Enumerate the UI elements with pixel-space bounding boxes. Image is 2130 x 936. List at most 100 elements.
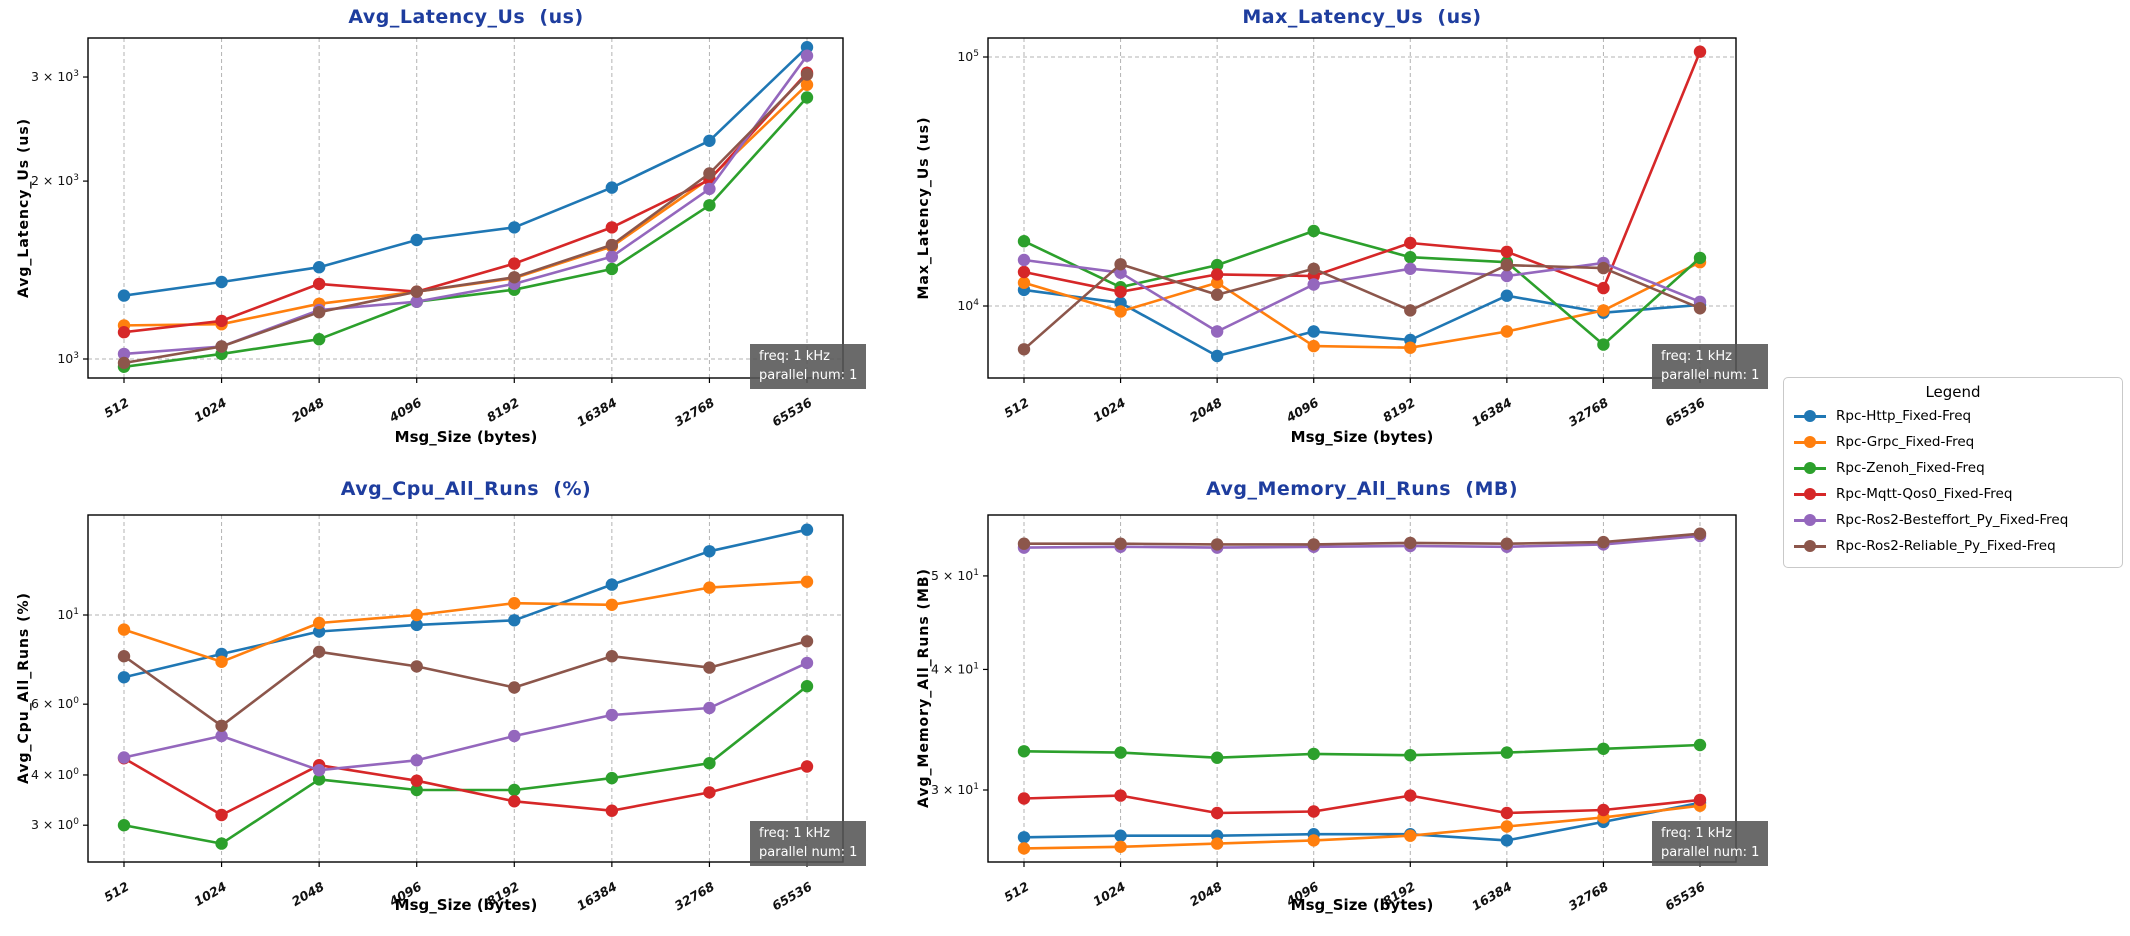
data-point [1210, 538, 1224, 551]
data-point [1210, 349, 1224, 363]
data-point [1114, 789, 1127, 802]
x-tick-label: 16384 [1469, 879, 1514, 914]
data-point [1017, 265, 1031, 279]
legend-item-label: Rpc-Ros2-Besteffort_Py_Fixed-Freq [1836, 512, 2069, 528]
x-axis-label-avg-cpu: Msg_Size (bytes) [394, 896, 538, 914]
y-tick-label: 3 × 101 [931, 782, 979, 797]
max-latency-plot: 512 1024 2048 4096 8192 16384 32768 65536 104 105 [957, 37, 1737, 429]
data-point [215, 340, 228, 353]
data-point [1017, 537, 1031, 550]
data-point [312, 277, 326, 291]
data-point [703, 134, 716, 147]
data-point [605, 708, 619, 722]
y-axis-label-avg-cpu: Avg_Cpu_All_Runs (%) [16, 592, 32, 784]
series-line [1023, 262, 1701, 351]
data-point [703, 786, 716, 799]
chart-title-max-latency: Max_Latency_Us (us) [1242, 6, 1482, 28]
data-point [1693, 738, 1707, 752]
annotation-line-freq: freq: 1 kHz [1661, 349, 1732, 364]
data-point [117, 650, 131, 663]
x-tick-label: 65536 [769, 394, 814, 429]
data-point [410, 295, 423, 308]
annotation-freq-box: freq: 1 kHz parallel num: 1 [1652, 344, 1769, 389]
x-tick-label: 8192 [1380, 395, 1418, 425]
data-point [508, 614, 521, 627]
data-point [1500, 245, 1514, 258]
data-point [1597, 803, 1610, 817]
data-point [117, 819, 131, 832]
data-point [1017, 276, 1031, 289]
data-point [800, 680, 814, 693]
legend-item: Rpc-Mqtt-Qos0_Fixed-Freq [1794, 481, 2112, 507]
x-tick-label: 65536 [1662, 878, 1707, 913]
data-point [215, 808, 228, 822]
data-point [1404, 251, 1417, 264]
data-point [215, 655, 228, 668]
x-tick-label: 4096 [1283, 394, 1322, 425]
x-tick-label: 8192 [484, 395, 522, 425]
data-point [1500, 269, 1514, 283]
data-point [312, 333, 326, 346]
data-point [117, 623, 131, 636]
data-point [1307, 805, 1320, 818]
data-point [1693, 251, 1707, 265]
x-tick-label: 32768 [672, 394, 717, 429]
series-line [123, 528, 808, 679]
data-point [800, 91, 814, 104]
data-point [410, 285, 423, 298]
data-point [1307, 262, 1320, 275]
legend-item-label: Rpc-Mqtt-Qos0_Fixed-Freq [1836, 486, 2013, 502]
data-point [410, 660, 423, 673]
x-tick-label: 4096 [386, 394, 425, 425]
x-tick-label: 2048 [289, 394, 327, 425]
annotation-line-parallel: parallel num: 1 [1661, 368, 1760, 383]
data-point [703, 199, 716, 212]
data-point [1210, 806, 1224, 820]
data-point [215, 314, 228, 328]
data-point [1404, 262, 1417, 275]
legend-item-label: Rpc-Grpc_Fixed-Freq [1836, 434, 1975, 450]
data-point [1017, 343, 1031, 356]
data-point [215, 719, 228, 732]
legend-item-label: Rpc-Zenoh_Fixed-Freq [1836, 460, 1985, 476]
data-point [117, 751, 131, 764]
data-point [1597, 535, 1610, 549]
legend-item-label: Rpc-Http_Fixed-Freq [1836, 408, 1972, 424]
series-line [1023, 801, 1701, 842]
data-point [800, 760, 814, 773]
x-tick-label: 2048 [1187, 394, 1225, 425]
data-point [605, 578, 619, 591]
x-tick-label: 32768 [1566, 878, 1611, 913]
plot-frame [987, 514, 1737, 863]
y-axis-label-max-latency: Max_Latency_Us (us) [916, 116, 932, 300]
series-line [1023, 288, 1701, 358]
series-line [1023, 258, 1701, 333]
data-point [1500, 325, 1514, 338]
data-point [1500, 806, 1514, 820]
data-point [117, 671, 131, 684]
data-point [312, 645, 326, 658]
plot-frame [87, 514, 844, 863]
data-point [1210, 751, 1224, 764]
data-point [1307, 325, 1320, 338]
annotation-line-freq: freq: 1 kHz [759, 349, 830, 364]
data-point [703, 167, 716, 180]
series-line [1023, 534, 1701, 549]
data-point [605, 804, 619, 817]
data-point [1500, 820, 1514, 833]
data-point [508, 681, 521, 694]
y-tick-label: 2 × 103 [31, 173, 79, 188]
data-point [312, 616, 326, 630]
legend-item: Rpc-Grpc_Fixed-Freq [1794, 429, 2112, 455]
data-point [1017, 842, 1031, 855]
legend-marker-icon [1794, 461, 1826, 475]
data-point [1307, 224, 1320, 238]
data-point [312, 764, 326, 777]
annotation-line-parallel: parallel num: 1 [759, 368, 858, 383]
data-point [1597, 338, 1610, 351]
data-point [410, 774, 423, 787]
x-tick-label: 65536 [1662, 394, 1707, 429]
series-line [1023, 804, 1701, 850]
data-point [605, 650, 619, 663]
